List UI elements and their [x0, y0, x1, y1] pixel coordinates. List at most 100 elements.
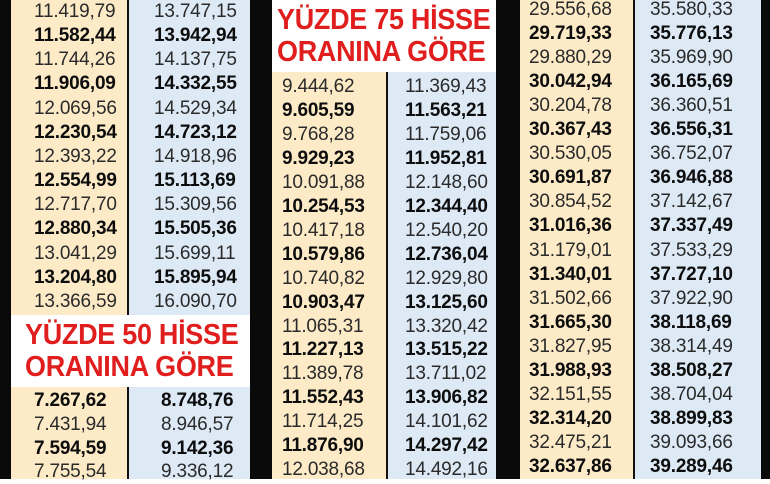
value-cell-a: 11.876,90: [282, 435, 364, 457]
value-cell-b: 8.748,76: [161, 390, 234, 411]
left-col-separator: [127, 0, 129, 479]
table-row: 31.016,36 37.337,49: [520, 214, 761, 238]
value-cell-a: 7.594,59: [34, 437, 107, 459]
value-cell-a: 10.254,53: [282, 195, 365, 217]
value-cell-b: 14.332,55: [154, 73, 237, 95]
table-row: 9.768,28 11.759,06: [272, 123, 496, 147]
table-row: 7.431,94 8.946,57: [11, 413, 250, 437]
value-cell-b: 11.369,43: [405, 76, 487, 97]
table-row: 9.929,23 11.952,81: [272, 147, 496, 171]
table-row: 29.556,68 35.580,33: [520, 0, 761, 22]
value-cell-b: 35.969,90: [650, 47, 733, 69]
value-cell-b: 12.540,20: [405, 219, 488, 241]
yuzde75-heading-line1: YÜZDE 75 HİSSE: [277, 4, 491, 36]
table-row: 10.903,47 13.125,60: [272, 291, 496, 315]
right-col-separator: [633, 0, 635, 479]
table-row: 10.740,82 12.929,80: [272, 267, 496, 291]
value-cell-a: 11.552,43: [282, 387, 364, 409]
value-cell-a: 10.091,88: [282, 171, 365, 193]
middle-col-separator: [386, 0, 388, 479]
value-cell-b: 15.895,94: [154, 266, 237, 288]
value-cell-b: 14.492,16: [405, 459, 488, 481]
table-row: 12.393,22 14.918,96: [11, 145, 250, 169]
value-cell-b: 36.556,31: [650, 119, 733, 141]
table-row: 32.637,86 39.289,46: [520, 455, 761, 479]
value-cell-a: 30.854,52: [529, 191, 612, 213]
left-col-a: [11, 0, 127, 479]
table-row: 11.906,09 14.332,55: [11, 72, 250, 96]
table-row: 30.854,52 37.142,67: [520, 190, 761, 214]
value-cell-a: 30.530,05: [529, 143, 612, 165]
middle-table: 9.444,62 11.369,43 9.605,59 11.563,21 9.768,…: [272, 0, 496, 481]
value-cell-b: 38.118,69: [650, 311, 732, 333]
table-row: 11.876,90 14.297,42: [272, 434, 496, 458]
value-cell-a: 10.417,18: [282, 219, 365, 241]
table-row: 11.419,79 13.747,15: [11, 0, 250, 24]
value-cell-a: 31.827,95: [529, 335, 612, 357]
table-row: 10.091,88 12.148,60: [272, 171, 496, 195]
value-cell-a: 13.204,80: [34, 266, 117, 288]
value-cell-a: 13.366,59: [34, 290, 117, 312]
value-cell-b: 38.314,49: [650, 335, 733, 357]
value-cell-a: 29.880,29: [529, 47, 612, 69]
table-row: 30.204,78 36.360,51: [520, 94, 761, 118]
table-row: 11.065,31 13.320,42: [272, 315, 496, 339]
value-cell-b: 14.137,75: [154, 49, 237, 71]
value-cell-a: 12.230,54: [34, 121, 117, 143]
value-cell-b: 14.101,62: [405, 411, 488, 433]
middle-panel: YÜZDE 75 HİSSE ORANINA GÖRE 9.444,62 11.3…: [272, 0, 496, 481]
value-cell-b: 15.309,56: [154, 194, 237, 216]
value-cell-a: 32.637,86: [529, 455, 612, 477]
value-cell-a: 11.065,31: [282, 315, 364, 337]
value-cell-a: 12.038,68: [282, 459, 365, 481]
value-cell-b: 13.942,94: [154, 25, 237, 47]
table-row: 7.755,54 9.336,12: [11, 460, 250, 484]
value-cell-b: 13.125,60: [405, 291, 488, 313]
table-row: 9.605,59 11.563,21: [272, 99, 496, 123]
table-row: 10.254,53 12.344,40: [272, 195, 496, 219]
yuzde50-heading-line2: ORANINA GÖRE: [25, 351, 234, 383]
right-col-b: [635, 0, 761, 479]
table-row: 31.665,30 38.118,69: [520, 311, 761, 335]
value-cell-b: 37.533,29: [650, 239, 733, 261]
table-row: 11.389,78 13.711,02: [272, 362, 496, 386]
value-cell-a: 11.419,79: [34, 1, 116, 22]
value-cell-b: 37.922,90: [650, 287, 733, 309]
yuzde75-heading-line2: ORANINA GÖRE: [277, 36, 486, 68]
value-cell-a: 30.042,94: [529, 71, 612, 93]
table-row: 7.267,62 8.748,76: [11, 389, 250, 413]
right-col-a: [520, 0, 633, 479]
value-cell-b: 13.515,22: [405, 339, 488, 361]
value-cell-a: 32.475,21: [529, 431, 612, 453]
value-cell-b: 11.563,21: [405, 99, 487, 121]
table-row: 10.579,86 12.736,04: [272, 243, 496, 267]
table-row: 12.880,34 15.505,36: [11, 217, 250, 241]
table-row: 13.041,29 15.699,11: [11, 242, 250, 266]
table-row: 7.594,59 9.142,36: [11, 437, 250, 461]
value-cell-b: 38.899,83: [650, 407, 733, 429]
table-row: 11.582,44 13.942,94: [11, 24, 250, 48]
value-cell-a: 11.389,78: [282, 363, 364, 385]
value-cell-b: 12.344,40: [405, 195, 488, 217]
table-row: 29.880,29 35.969,90: [520, 46, 761, 70]
value-cell-b: 38.704,04: [650, 383, 733, 405]
value-cell-b: 15.505,36: [154, 218, 237, 240]
value-cell-a: 13.041,29: [34, 242, 117, 264]
table-row: 11.714,25 14.101,62: [272, 410, 496, 434]
value-cell-a: 9.444,62: [282, 76, 355, 97]
value-cell-b: 38.508,27: [650, 359, 733, 381]
value-cell-a: 32.314,20: [529, 407, 612, 429]
value-cell-a: 11.227,13: [282, 339, 364, 361]
value-cell-a: 10.903,47: [282, 291, 365, 313]
value-cell-b: 37.142,67: [650, 191, 733, 213]
value-cell-b: 14.918,96: [154, 145, 237, 167]
value-cell-b: 9.142,36: [161, 437, 234, 459]
value-cell-a: 12.069,56: [34, 97, 117, 119]
value-cell-b: 9.336,12: [161, 461, 234, 483]
value-cell-b: 39.093,66: [650, 431, 733, 453]
table-row: 30.530,05 36.752,07: [520, 142, 761, 166]
value-cell-a: 10.579,86: [282, 243, 365, 265]
value-cell-a: 7.267,62: [34, 390, 107, 411]
table-row: 31.179,01 37.533,29: [520, 239, 761, 263]
value-cell-a: 9.768,28: [282, 123, 355, 145]
